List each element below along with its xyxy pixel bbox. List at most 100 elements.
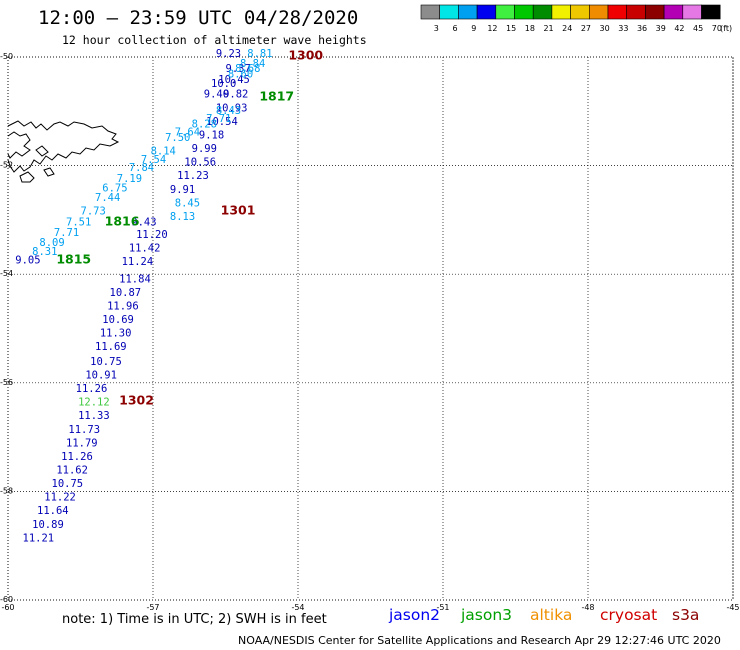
footer-credit: NOAA/NESDIS Center for Satellite Applica… [238,634,721,647]
colorbar-label: 36 [637,24,647,33]
lon-tick-label: -51 [436,603,449,612]
swh-value: 10.89 [32,519,64,531]
lon-tick-label: -45 [726,603,739,612]
swh-value: 8.84 [240,58,265,70]
swh-value: 11.96 [107,300,139,312]
lat-tick-label: -52 [0,161,13,170]
lon-tick-label: -54 [291,603,304,612]
legend-altika: altika [530,606,573,624]
lat-tick-label: -56 [0,378,13,387]
pass-number-label: 1816 [105,213,140,228]
swh-value: 9.43 [131,216,156,228]
swh-value: 11.64 [37,505,69,517]
colorbar-label: 45 [693,24,703,33]
swh-value: 7.71 [54,227,79,239]
swh-value: 10.75 [52,478,84,490]
swh-value: 10.75 [90,356,122,368]
swh-value: 7.19 [117,173,142,185]
swh-value: 10.87 [110,287,142,299]
swh-value: 10.0 [211,78,236,90]
swh-value: 9.05 [15,254,40,266]
swh-value: 11.26 [61,451,93,463]
legend-cryosat: cryosat [600,606,658,624]
legend-s3a: s3a [672,606,700,624]
colorbar-label: 6 [453,24,458,33]
colorbar-label: 42 [674,24,684,33]
pass-number-label: 1817 [259,88,294,103]
track-jason3: 8.818.848.688.608.437.718.287.647.508.14… [32,48,272,258]
colorbar-label: 39 [656,24,666,33]
swh-value: 8.45 [175,197,200,209]
swh-value: 8.60 [228,69,253,81]
swh-value: 10.56 [184,157,216,169]
swh-value: 9.40 [204,89,229,101]
colorbar-label: 15 [506,24,516,33]
lon-tick-label: -48 [581,603,594,612]
legend-jason3: jason3 [461,606,513,624]
swh-value: 8.14 [151,146,176,158]
swh-value: 11.79 [66,437,98,449]
colorbar-label: 3 [434,24,439,33]
swh-value: 10.45 [218,74,250,86]
lat-tick-label: -54 [0,269,13,278]
swh-value: 8.31 [32,246,57,258]
swh-value: 9.99 [192,143,217,155]
pass-number-label: 1300 [288,48,323,63]
legend-jason2: jason2 [389,606,441,624]
swh-value: 7.44 [95,192,120,204]
swh-value: 9.91 [170,184,195,196]
swh-value: 10.54 [206,116,238,128]
falkland-islands [7,120,120,183]
swh-value: 8.13 [170,211,195,223]
swh-value: 7.73 [81,205,106,217]
swh-value: 9.18 [199,129,224,141]
swh-value: 7.64 [175,127,200,139]
swh-value: 7.71 [206,113,231,125]
swh-value: 11.23 [177,170,209,182]
swh-value: 7.84 [129,162,154,174]
map-frame [7,56,734,601]
swh-value: 11.26 [76,383,108,395]
pass-number-label: 1815 [56,251,91,266]
pass-number-label: 1301 [221,202,256,217]
colorbar-label: 24 [562,24,572,33]
colorbar-unit: (ft) [720,24,732,33]
pass-number-label: 1302 [119,393,154,408]
colorbar-label: 27 [581,24,591,33]
swh-value: 11.21 [23,532,55,544]
lat-tick-label: -58 [0,486,13,495]
swh-value: 11.62 [56,464,88,476]
colorbar-label: 12 [487,24,497,33]
swh-value: 11.42 [129,242,161,254]
colorbar-label: 9 [471,24,476,33]
lon-tick-label: -57 [146,603,159,612]
swh-value: 8.09 [39,237,64,249]
footer-note: note: 1) Time is in UTC; 2) SWH is in fe… [62,612,327,627]
colorbar-label: 18 [525,24,535,33]
lon-tick-label: -60 [1,603,14,612]
swh-value: 7.51 [66,216,91,228]
swh-value: 11.33 [78,410,110,422]
swh-value: 7.50 [165,132,190,144]
swh-value: 10.69 [102,314,134,326]
colorbar-swatch [701,4,721,20]
swh-value: 11.84 [119,273,151,285]
swh-value: 12.12 [78,397,110,409]
swh-value: 9.82 [223,89,248,101]
swh-value: 11.30 [100,328,132,340]
swh-value: 8.81 [247,48,272,60]
colorbar-label: 30 [600,24,610,33]
swh-value: 9.23 [216,48,241,60]
swh-value: 10.93 [216,102,248,114]
swh-value: 6.75 [102,183,127,195]
swh-value: 8.28 [192,119,217,131]
swh-value: 11.73 [68,424,100,436]
swh-value: 9.37 [226,63,251,75]
swh-value: 11.22 [44,492,76,504]
swh-value: 11.69 [95,341,127,353]
track-jason3-nearby: 12.12 [78,397,110,409]
swh-value: 7.54 [141,154,166,166]
swh-value: 11.24 [122,256,154,268]
